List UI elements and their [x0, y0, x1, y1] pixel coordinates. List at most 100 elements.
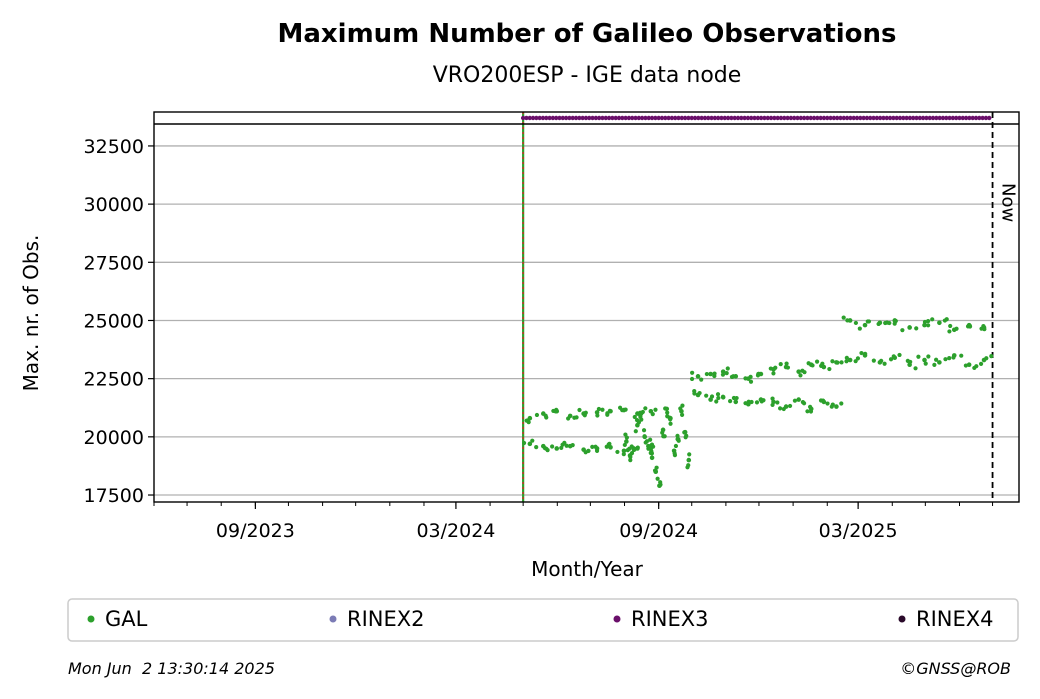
- rinex3-point: [749, 115, 754, 121]
- gal-point: [887, 320, 892, 326]
- gal-point: [646, 446, 651, 451]
- rinex3-point: [947, 115, 952, 121]
- gal-point: [951, 355, 956, 360]
- rinex3-point: [944, 115, 949, 121]
- gal-point: [926, 323, 931, 328]
- rinex3-point: [930, 115, 936, 121]
- gal-point: [907, 325, 912, 330]
- gal-point: [686, 463, 691, 468]
- gal-point: [853, 359, 858, 364]
- gal-point: [818, 398, 824, 403]
- rinex3-point: [960, 115, 966, 121]
- rinex3-point: [983, 115, 989, 121]
- rinex3-point: [980, 115, 985, 121]
- plot-frame: [153, 111, 1020, 503]
- rinex3-point: [828, 115, 833, 121]
- gal-point: [770, 402, 775, 408]
- legend-marker-rinex3: [613, 615, 621, 623]
- gal-point: [699, 377, 704, 382]
- rinex3-point: [712, 115, 718, 121]
- rinex3-point: [626, 115, 632, 121]
- rinex3-point: [600, 115, 605, 121]
- rinex3-point: [590, 115, 595, 121]
- gal-point: [720, 394, 726, 399]
- gal-point: [627, 446, 632, 451]
- gal-point: [641, 428, 647, 433]
- gal-point: [978, 361, 984, 366]
- rinex3-point: [755, 115, 761, 121]
- gal-point: [692, 389, 697, 394]
- gal-point: [662, 434, 667, 439]
- rinex3-point: [920, 115, 926, 121]
- gal-point: [773, 365, 778, 370]
- y-tick-label-25000: 25000: [84, 310, 144, 332]
- legend-marker-gal: [87, 615, 95, 623]
- rinex3-point: [583, 115, 589, 121]
- rinex3-point: [709, 115, 714, 121]
- gal-point: [635, 445, 640, 450]
- rinex3-point: [977, 115, 982, 121]
- rinex3-point: [587, 115, 592, 121]
- grid-lines: [154, 145, 1019, 496]
- chart-subtitle: VRO200ESP - IGE data node: [433, 63, 742, 88]
- gal-point: [922, 357, 927, 363]
- rinex3-point: [911, 115, 916, 121]
- rinex3-point: [679, 115, 685, 121]
- gal-point: [800, 400, 806, 405]
- gal-point: [521, 440, 527, 446]
- rinex3-point: [706, 115, 711, 121]
- rinex3-point: [907, 115, 913, 121]
- legend-label-rinex4: RINEX4: [916, 607, 994, 631]
- gal-point: [650, 411, 655, 417]
- gal-point: [748, 374, 753, 380]
- gal-point: [682, 430, 687, 435]
- rinex3-point: [593, 115, 599, 121]
- gal-point: [658, 482, 663, 487]
- gal-point: [649, 442, 655, 447]
- gal-point: [572, 415, 577, 420]
- gal-point: [704, 371, 709, 377]
- rinex3-point: [831, 115, 837, 121]
- gal-point: [943, 357, 948, 362]
- rinex3-point: [742, 115, 747, 121]
- gal-point: [534, 444, 539, 450]
- gal-point: [882, 361, 887, 366]
- rinex3-point: [699, 115, 704, 121]
- rinex3-point: [613, 115, 618, 121]
- rinex3-point: [596, 115, 602, 121]
- gal-point: [714, 399, 719, 404]
- legend-box: [67, 598, 1019, 642]
- legend-label-rinex3: RINEX3: [631, 607, 709, 631]
- rinex3-point: [649, 115, 655, 121]
- gal-point: [879, 358, 884, 363]
- rinex3-point: [560, 115, 566, 121]
- gal-point: [724, 370, 729, 376]
- gal-point: [607, 441, 612, 446]
- rinex3-point: [887, 115, 893, 121]
- gal-point: [638, 413, 643, 418]
- rinex3-point: [735, 115, 741, 121]
- rinex3-point: [838, 115, 843, 121]
- gal-point: [862, 322, 868, 328]
- gal-point: [781, 406, 786, 412]
- rinex3-point: [881, 115, 886, 121]
- gal-point: [800, 368, 805, 373]
- x-tick-label-09/2023: 09/2023: [216, 520, 295, 542]
- gal-point: [876, 321, 881, 327]
- gal-point: [600, 407, 605, 412]
- rinex3-point: [953, 115, 959, 121]
- gal-point: [844, 355, 849, 360]
- gal-point: [629, 451, 635, 456]
- gal-point: [908, 359, 913, 365]
- rinex3-point: [963, 115, 969, 121]
- legend-marker-rinex4: [898, 615, 906, 623]
- rinex3-point: [639, 115, 645, 121]
- rinex3-point: [772, 115, 777, 121]
- gal-point: [642, 434, 647, 439]
- gal-point: [554, 446, 560, 451]
- rinex3-point: [577, 115, 582, 121]
- gal-point: [728, 399, 733, 404]
- rinex3-point: [524, 115, 529, 121]
- rinex3-point: [950, 115, 956, 121]
